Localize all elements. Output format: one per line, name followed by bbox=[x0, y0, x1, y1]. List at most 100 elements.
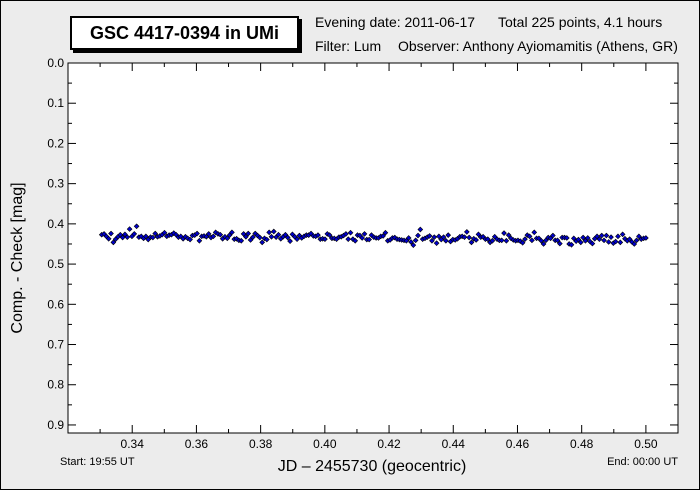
data-point bbox=[182, 233, 189, 240]
data-point bbox=[361, 231, 368, 237]
data-point bbox=[519, 239, 526, 246]
data-point bbox=[557, 240, 563, 247]
data-point bbox=[445, 232, 452, 238]
data-point bbox=[505, 232, 512, 238]
data-point bbox=[608, 234, 614, 240]
data-point bbox=[250, 234, 256, 240]
data-point bbox=[315, 232, 321, 238]
data-point bbox=[436, 233, 442, 240]
data-point bbox=[550, 232, 556, 239]
data-point bbox=[217, 231, 224, 238]
data-point bbox=[380, 233, 386, 239]
data-point bbox=[126, 226, 133, 232]
y-tick-label: 0.2 bbox=[47, 136, 64, 150]
data-point bbox=[617, 239, 624, 246]
data-point bbox=[224, 235, 231, 242]
data-point bbox=[612, 238, 619, 245]
data-point bbox=[352, 237, 359, 244]
data-point bbox=[577, 239, 584, 246]
data-point bbox=[270, 228, 277, 235]
x-axis-label: JD – 2455730 (geocentric) bbox=[277, 458, 467, 475]
data-point bbox=[501, 230, 507, 236]
data-point bbox=[108, 230, 114, 237]
evening-date: Evening date: 2011-06-17 bbox=[315, 14, 476, 30]
x-tick-label: 0.48 bbox=[570, 437, 594, 451]
data-point bbox=[564, 235, 570, 241]
data-point bbox=[366, 236, 372, 243]
data-point bbox=[529, 237, 535, 244]
data-point bbox=[605, 239, 612, 245]
data-point bbox=[110, 239, 117, 246]
y-axis-label: Comp. - Check [mag] bbox=[9, 182, 26, 334]
x-tick-label: 0.38 bbox=[249, 437, 273, 451]
data-point bbox=[568, 241, 575, 248]
end-time: End: 00:00 UT bbox=[607, 456, 678, 468]
data-point bbox=[150, 234, 156, 241]
x-tick-label: 0.46 bbox=[506, 437, 530, 451]
data-point bbox=[238, 237, 245, 244]
data-point bbox=[466, 234, 472, 241]
data-point bbox=[143, 233, 149, 240]
y-tick-label: 0.3 bbox=[47, 177, 64, 191]
data-point bbox=[105, 235, 112, 242]
data-point bbox=[259, 239, 265, 246]
data-point bbox=[405, 235, 412, 241]
data-point bbox=[522, 236, 528, 242]
data-point bbox=[603, 232, 610, 239]
filter-label: Filter: Lum bbox=[315, 38, 382, 54]
data-point bbox=[266, 229, 272, 236]
data-point bbox=[417, 226, 424, 233]
data-point bbox=[615, 233, 621, 240]
data-point bbox=[391, 234, 398, 241]
chart-title: GSC 4417-0394 in UMi bbox=[70, 16, 299, 50]
x-tick-label: 0.36 bbox=[185, 437, 209, 451]
data-point bbox=[554, 237, 561, 244]
data-point bbox=[589, 240, 596, 247]
data-point bbox=[431, 234, 438, 240]
y-tick-label: 0.4 bbox=[47, 217, 64, 231]
data-point bbox=[131, 231, 138, 237]
data-point bbox=[598, 232, 605, 239]
data-point bbox=[124, 234, 131, 240]
data-point bbox=[133, 223, 140, 230]
data-point bbox=[619, 231, 626, 238]
data-point bbox=[601, 237, 607, 244]
x-tick-label: 0.50 bbox=[634, 437, 658, 451]
data-point bbox=[287, 238, 293, 244]
data-point bbox=[443, 237, 449, 244]
data-point bbox=[415, 232, 421, 239]
data-point bbox=[161, 229, 168, 236]
data-point bbox=[229, 229, 235, 236]
y-tick-label: 0.7 bbox=[47, 338, 64, 352]
data-point bbox=[538, 237, 545, 244]
plot-area bbox=[67, 62, 679, 434]
x-tick-label: 0.40 bbox=[313, 437, 337, 451]
data-point bbox=[531, 229, 538, 236]
y-tick-label: 0.1 bbox=[47, 96, 64, 110]
data-point bbox=[433, 240, 440, 246]
data-point bbox=[584, 235, 591, 241]
data-point bbox=[170, 230, 177, 236]
data-point bbox=[489, 237, 496, 244]
data-point bbox=[410, 242, 417, 249]
data-point bbox=[264, 236, 270, 243]
y-tick-label: 0.9 bbox=[47, 418, 64, 432]
data-point bbox=[426, 233, 433, 239]
data-point bbox=[429, 237, 435, 244]
observer-label: Observer: Anthony Ayiomamitis (Athens, G… bbox=[398, 38, 678, 54]
data-point bbox=[187, 236, 193, 243]
data-point bbox=[294, 236, 300, 242]
data-point bbox=[119, 234, 126, 241]
data-point bbox=[343, 231, 349, 237]
x-tick-label: 0.42 bbox=[377, 437, 401, 451]
data-point bbox=[275, 231, 282, 238]
data-point bbox=[440, 234, 447, 240]
data-point bbox=[243, 233, 249, 240]
data-point bbox=[468, 239, 475, 246]
data-point bbox=[408, 239, 414, 245]
data-point bbox=[245, 230, 252, 237]
data-point bbox=[503, 237, 510, 244]
data-point bbox=[631, 241, 638, 247]
data-point bbox=[205, 231, 212, 237]
data-point bbox=[268, 233, 275, 240]
